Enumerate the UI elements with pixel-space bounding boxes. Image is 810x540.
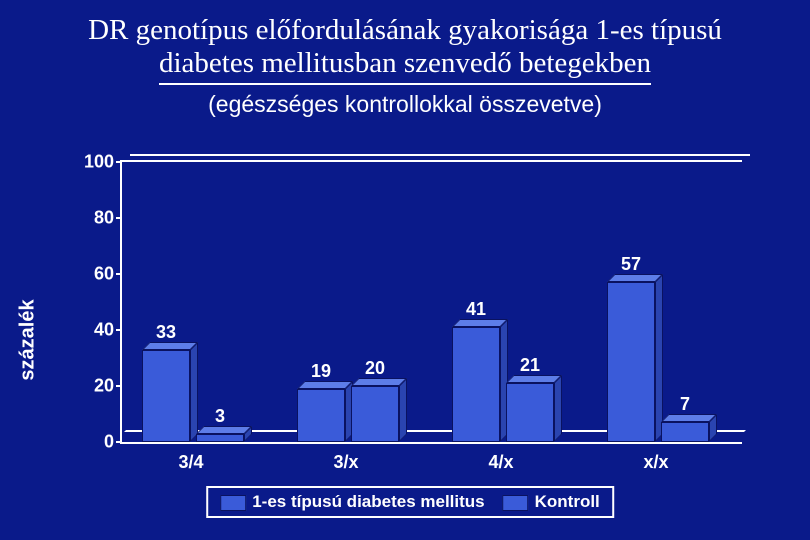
bar-face (351, 386, 399, 442)
ytick-mark (116, 385, 122, 387)
plot-back-edge (130, 154, 750, 156)
bar-value-label: 41 (466, 299, 486, 320)
bar: 7 (661, 422, 709, 442)
ytick-mark (116, 329, 122, 331)
ytick-mark (116, 217, 122, 219)
legend-label: 1-es típusú diabetes mellitus (252, 492, 484, 511)
chart: százalék 02040608010033319204121577 1-es… (60, 160, 760, 520)
bar-value-label: 33 (156, 322, 176, 343)
category-label: 3/4 (178, 452, 203, 473)
ytick-mark (116, 273, 122, 275)
bar: 19 (297, 389, 345, 442)
bar-top (142, 342, 198, 350)
page-title: DR genotípus előfordulásának gyakorisága… (0, 0, 810, 85)
ytick-label: 20 (72, 376, 114, 397)
bar-side (554, 375, 562, 442)
ytick-label: 80 (72, 208, 114, 229)
legend-swatch (220, 495, 246, 511)
bar: 20 (351, 386, 399, 442)
bar-face (607, 282, 655, 442)
category-label: x/x (643, 452, 668, 473)
category-label: 3/x (333, 452, 358, 473)
bar: 33 (142, 350, 190, 442)
y-axis-label: százalék (17, 299, 40, 380)
bar: 57 (607, 282, 655, 442)
bar: 41 (452, 327, 500, 442)
bar-value-label: 21 (520, 355, 540, 376)
legend-item: Kontroll (503, 492, 600, 512)
category-label: 4/x (488, 452, 513, 473)
bar-face (297, 389, 345, 442)
ytick-label: 100 (72, 152, 114, 173)
bar-face (452, 327, 500, 442)
bar-side (399, 378, 407, 442)
ytick-mark (116, 161, 122, 163)
title-line1: DR genotípus előfordulásának gyakorisága… (88, 14, 722, 46)
bar-face (506, 383, 554, 442)
bar: 3 (196, 434, 244, 442)
legend: 1-es típusú diabetes mellitus Kontroll (206, 486, 614, 518)
bar-face (142, 350, 190, 442)
bar: 21 (506, 383, 554, 442)
bar-value-label: 19 (311, 361, 331, 382)
legend-swatch (503, 495, 529, 511)
bar-face (661, 422, 709, 442)
slide: DR genotípus előfordulásának gyakorisága… (0, 0, 810, 540)
title-line2: diabetes mellitusban szenvedő betegekben (159, 47, 651, 84)
legend-label: Kontroll (535, 492, 600, 511)
bar-side (655, 274, 663, 442)
bar-value-label: 3 (215, 406, 225, 427)
plot-area: 02040608010033319204121577 (120, 160, 742, 444)
subtitle: (egészséges kontrollokkal összevetve) (0, 91, 810, 118)
legend-item: 1-es típusú diabetes mellitus (220, 492, 484, 512)
ytick-label: 0 (72, 432, 114, 453)
bar-top (196, 426, 252, 434)
ytick-label: 40 (72, 320, 114, 341)
ytick-mark (116, 441, 122, 443)
bar-face (196, 434, 244, 442)
ytick-label: 60 (72, 264, 114, 285)
bar-value-label: 7 (680, 394, 690, 415)
bar-value-label: 20 (365, 358, 385, 379)
bar-value-label: 57 (621, 254, 641, 275)
bar-side (190, 342, 198, 442)
